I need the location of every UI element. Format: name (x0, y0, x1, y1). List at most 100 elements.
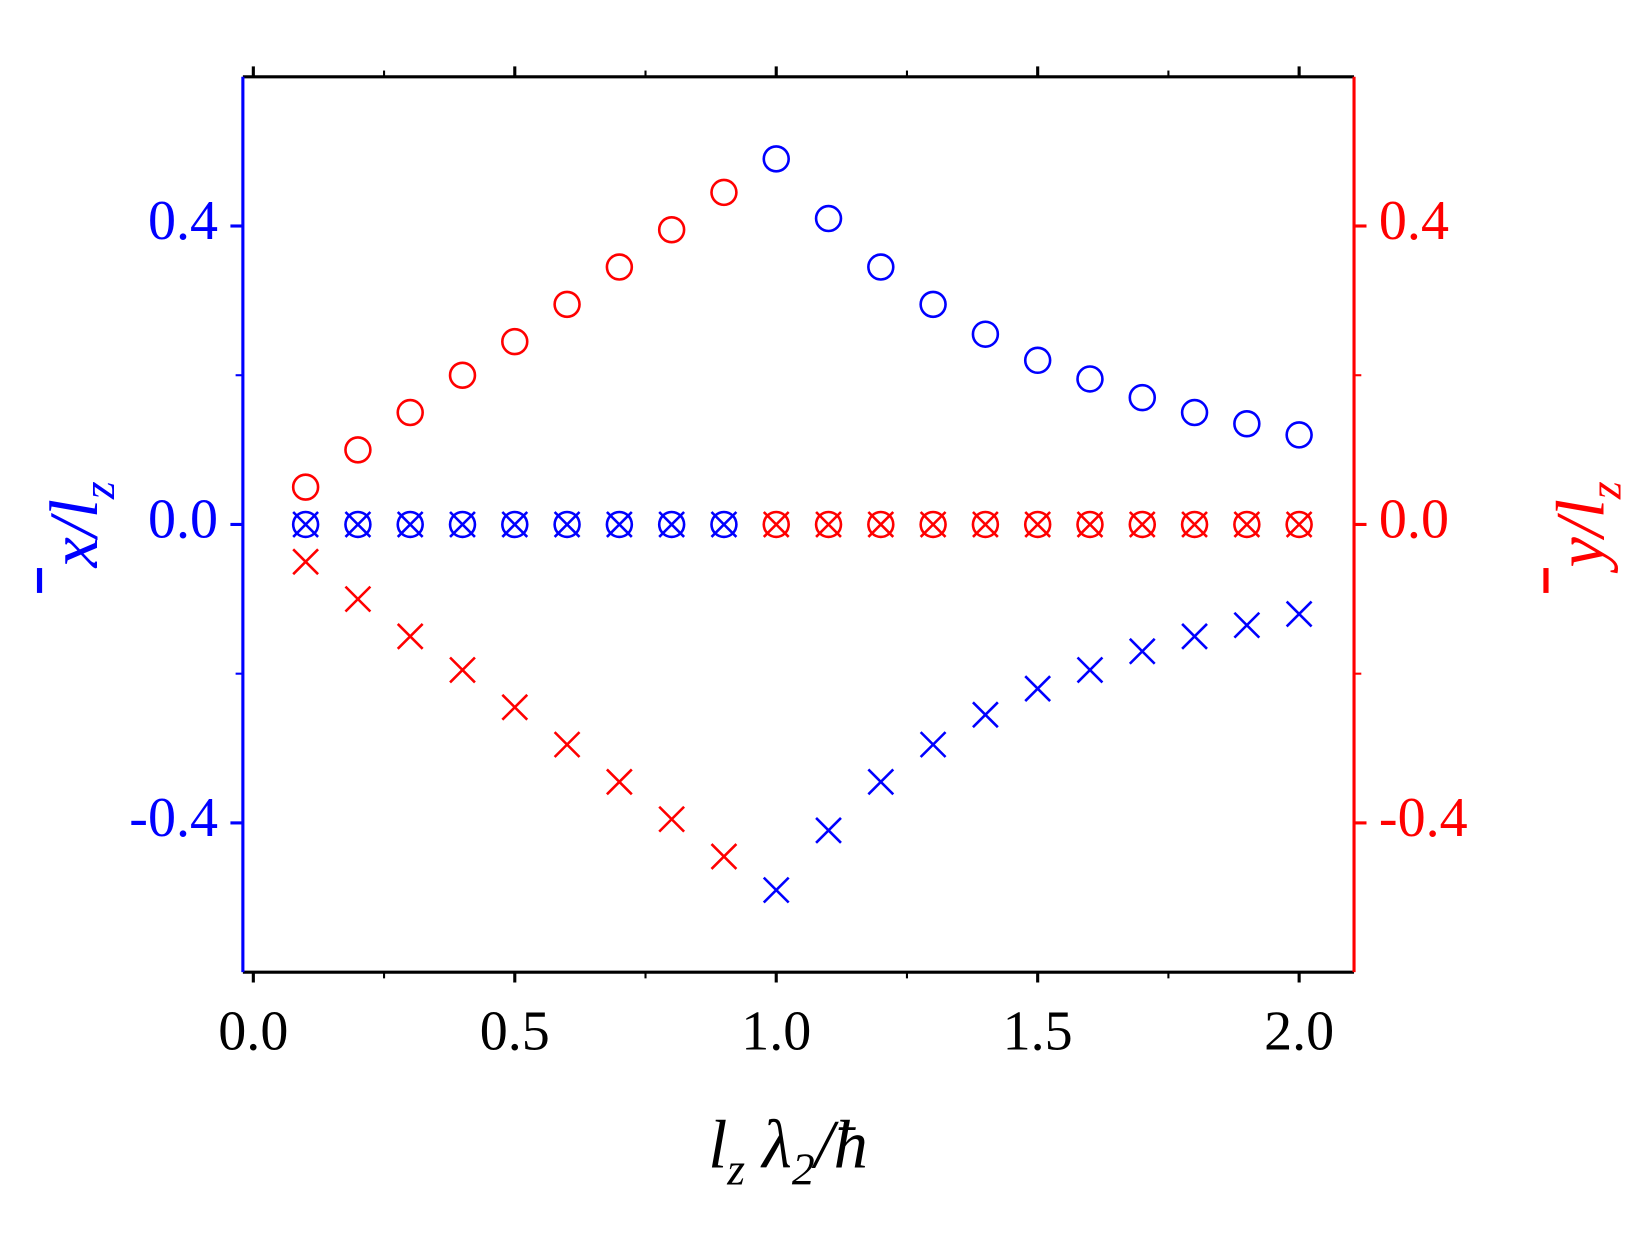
x-label-sub: z (726, 1144, 745, 1195)
circle-marker (710, 178, 738, 207)
cross-marker (919, 511, 947, 538)
x-tick-label: 0.5 (480, 1000, 550, 1062)
cross-marker (344, 511, 372, 538)
ylabel-text: x/lz (36, 481, 125, 568)
x-label-part: λ (745, 1106, 792, 1182)
circle-marker (971, 510, 1000, 539)
x-label-part: l (708, 1106, 727, 1182)
x-label-part: /ħ (811, 1106, 868, 1182)
circle-marker (971, 320, 1000, 348)
circle-marker (1180, 398, 1209, 427)
cross-marker (1285, 511, 1313, 538)
y2ticks-tick-label: 0.4 (1379, 190, 1449, 252)
ylabel-sub: z (73, 481, 124, 500)
cross-marker (1076, 511, 1104, 538)
x-tick-label: 1.0 (741, 1000, 811, 1062)
y2label: y/lz (1542, 481, 1627, 593)
circle-marker (291, 510, 320, 539)
circle-marker (657, 215, 686, 244)
cross-marker (710, 511, 738, 538)
cross-marker (867, 768, 895, 796)
circle-marker (762, 145, 790, 173)
circle-marker (291, 473, 320, 501)
cross-marker (396, 623, 424, 650)
circle-marker (1180, 510, 1209, 539)
cross-marker (867, 511, 895, 538)
circle-marker (1233, 510, 1261, 539)
cross-marker (1128, 511, 1156, 538)
circle-marker (1285, 510, 1313, 539)
cross-marker (710, 843, 738, 870)
yticks-tick-label: 0.0 (148, 488, 218, 550)
cross-marker (815, 511, 842, 538)
circle-marker (1076, 365, 1104, 393)
cross-marker (1285, 600, 1313, 628)
ylabel: x/lz (36, 481, 125, 593)
circle-marker (501, 510, 529, 539)
circle-marker (710, 510, 738, 539)
cross-marker (815, 817, 842, 844)
ylabel-main: x/l (36, 499, 112, 568)
yticks-tick-label: -0.4 (129, 787, 218, 849)
circle-marker (1128, 510, 1157, 539)
circle-marker (396, 398, 424, 427)
cross-marker (449, 656, 476, 684)
cross-marker (553, 731, 581, 758)
cross-marker (1024, 511, 1052, 538)
cross-marker (1233, 511, 1261, 538)
circle-marker (553, 510, 581, 539)
cross-marker (449, 511, 476, 538)
circle-marker (919, 510, 947, 539)
y2label-main: y/l (1542, 499, 1618, 573)
cross-marker (1181, 511, 1208, 538)
circle-marker (1233, 409, 1261, 438)
cross-marker (605, 768, 633, 796)
circle-marker (344, 510, 372, 539)
cross-marker (1233, 611, 1261, 639)
cross-marker (972, 701, 999, 729)
cross-marker (658, 805, 686, 833)
circle-marker (553, 290, 581, 319)
cross-marker (292, 511, 319, 538)
circle-marker (657, 510, 686, 539)
cross-marker (553, 511, 581, 538)
x-tick-label: 2.0 (1264, 1000, 1334, 1062)
circle-marker (867, 253, 895, 281)
y2label-sub: z (1580, 481, 1627, 500)
circle-marker (919, 290, 947, 319)
circle-marker (396, 510, 424, 539)
circle-marker (762, 510, 790, 539)
circle-marker (605, 253, 634, 281)
cross-marker (344, 585, 372, 613)
x-axis-label: lz λ2/ħ (708, 1106, 868, 1195)
cross-marker (1076, 656, 1104, 684)
circle-marker (605, 510, 634, 539)
cross-marker (762, 511, 790, 538)
cross-marker (762, 876, 790, 904)
x-tick-label: 0.0 (218, 1000, 288, 1062)
y2ticks-tick-label: 0.0 (1379, 488, 1449, 550)
cross-marker (658, 511, 686, 538)
y2label-text: y/lz (1542, 481, 1627, 573)
circle-marker (1128, 383, 1157, 412)
x-label-sub: 2 (792, 1144, 815, 1195)
circle-marker (867, 510, 895, 539)
cross-marker (501, 693, 529, 721)
cross-marker (605, 511, 633, 538)
circle-marker (1076, 510, 1104, 539)
circle-marker (501, 327, 529, 356)
cross-marker (919, 731, 947, 758)
cross-marker (1024, 675, 1052, 702)
circle-marker (448, 361, 477, 389)
y2ticks-tick-label: -0.4 (1379, 787, 1468, 849)
circle-marker (814, 204, 843, 233)
circle-marker (814, 510, 843, 539)
cross-marker (1181, 623, 1208, 650)
x-tick-label: 1.5 (1003, 1000, 1073, 1062)
circle-marker (1285, 421, 1313, 449)
cross-marker (396, 511, 424, 538)
cross-marker (972, 511, 999, 538)
circle-marker (1023, 510, 1052, 539)
circle-marker (344, 436, 372, 464)
